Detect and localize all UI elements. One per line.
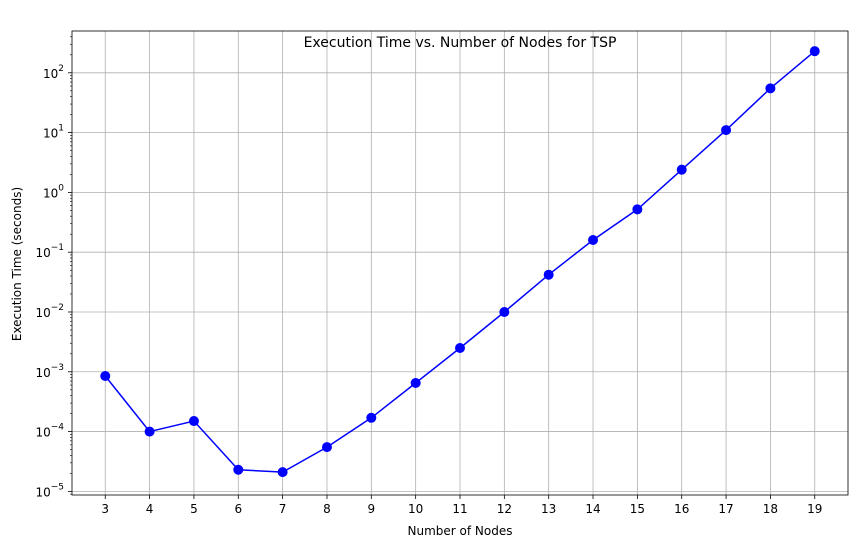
data-point bbox=[499, 306, 510, 317]
x-axis-label: Number of Nodes bbox=[408, 524, 513, 538]
data-point bbox=[721, 125, 732, 136]
x-tick-label: 11 bbox=[452, 502, 467, 516]
data-point bbox=[543, 269, 554, 280]
x-tick-label: 19 bbox=[807, 502, 822, 516]
x-tick-label: 10 bbox=[408, 502, 423, 516]
y-tick-label: 10−2 bbox=[35, 303, 64, 320]
plot-frame bbox=[71, 30, 849, 496]
data-point bbox=[809, 46, 820, 57]
y-tick-label: 10−5 bbox=[35, 482, 64, 499]
x-tick-label: 9 bbox=[367, 502, 375, 516]
data-point bbox=[588, 234, 599, 245]
y-tick-label: 10−1 bbox=[35, 243, 64, 260]
y-tick-label: 101 bbox=[43, 124, 64, 141]
data-point bbox=[233, 464, 244, 475]
x-tick-label: 5 bbox=[190, 502, 198, 516]
data-point bbox=[632, 204, 643, 215]
x-tick-label: 4 bbox=[146, 502, 154, 516]
y-tick-label: 102 bbox=[43, 64, 64, 81]
series bbox=[100, 46, 820, 478]
data-point bbox=[676, 164, 687, 175]
grid bbox=[72, 31, 848, 495]
data-point bbox=[765, 83, 776, 94]
x-tick-label: 14 bbox=[585, 502, 600, 516]
x-tick-label: 12 bbox=[497, 502, 512, 516]
x-tick-label: 3 bbox=[101, 502, 109, 516]
x-tick-label: 17 bbox=[718, 502, 733, 516]
x-tick-label: 13 bbox=[541, 502, 556, 516]
y-tick-label: 10−3 bbox=[35, 363, 64, 380]
chart-title: Execution Time vs. Number of Nodes for T… bbox=[304, 35, 617, 51]
x-tick-label: 16 bbox=[674, 502, 689, 516]
y-tick-label: 10−4 bbox=[35, 423, 64, 440]
x-tick-label: 6 bbox=[234, 502, 242, 516]
y-axis-ticks: 10−5 10−4 10−3 10−2 10−1 100 101 102 bbox=[35, 64, 72, 499]
data-point bbox=[455, 342, 465, 353]
y-tick-label: 100 bbox=[43, 183, 64, 200]
data-point bbox=[366, 412, 377, 423]
x-tick-label: 7 bbox=[279, 502, 287, 516]
data-point bbox=[188, 416, 199, 427]
x-axis-ticks: 3 4 5 6 7 8 9 10 11 12 13 14 15 16 17 18 19 bbox=[101, 495, 822, 516]
data-point bbox=[410, 377, 421, 388]
data-point bbox=[277, 467, 288, 478]
data-point bbox=[144, 426, 155, 437]
x-tick-label: 8 bbox=[323, 502, 331, 516]
x-tick-label: 18 bbox=[763, 502, 778, 516]
data-point bbox=[321, 442, 332, 453]
y-axis-label: Execution Time (seconds) bbox=[10, 187, 24, 341]
x-tick-label: 15 bbox=[630, 502, 645, 516]
data-point bbox=[100, 371, 111, 382]
